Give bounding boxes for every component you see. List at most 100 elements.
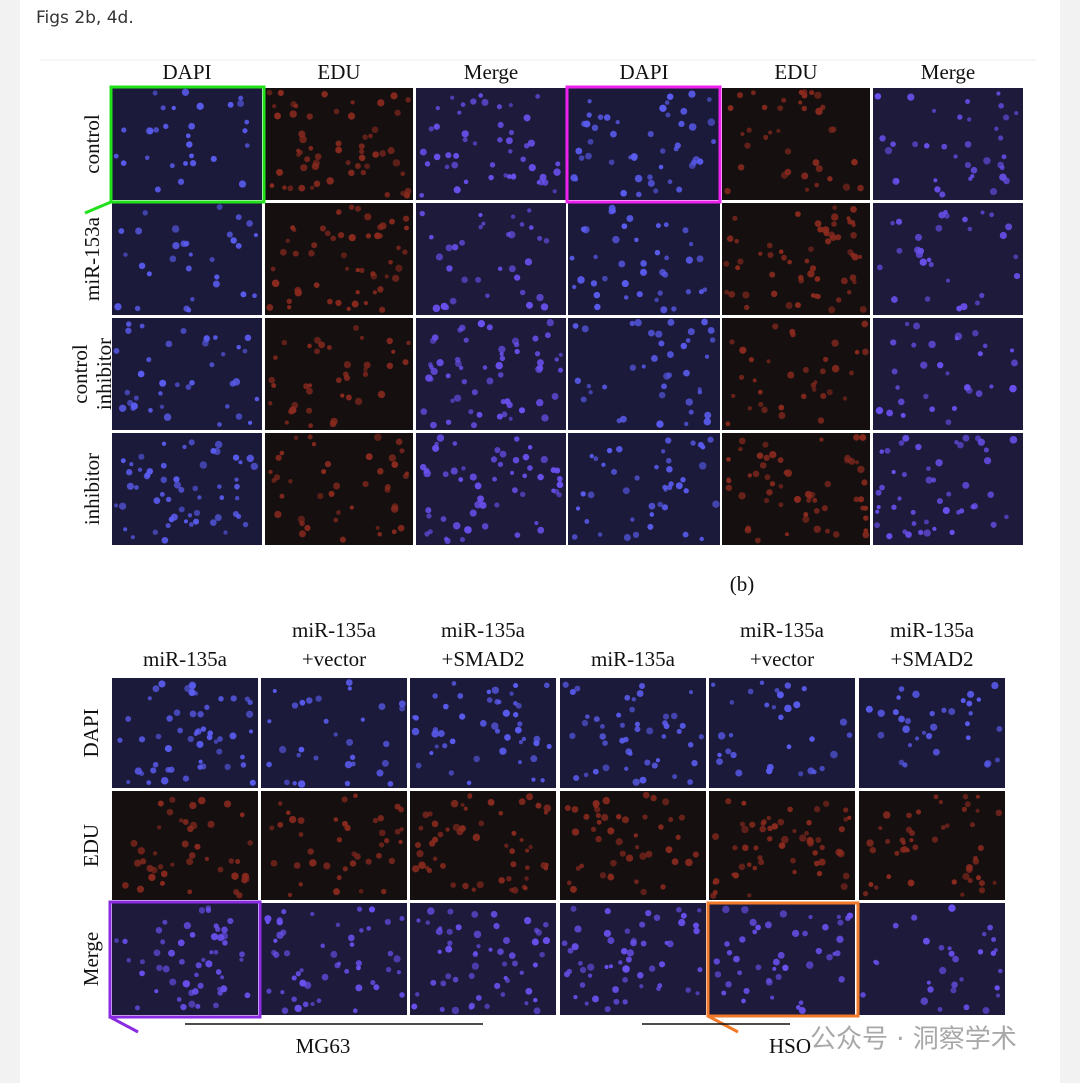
cell	[564, 804, 571, 812]
cell	[938, 211, 946, 219]
cell	[939, 191, 946, 198]
cell	[125, 321, 132, 327]
cell	[163, 123, 169, 130]
cell	[217, 422, 222, 427]
cell	[473, 930, 482, 939]
cell	[275, 454, 282, 461]
cell	[666, 372, 673, 378]
cell	[717, 752, 722, 758]
cell	[130, 405, 136, 412]
cell	[735, 769, 743, 777]
cell	[249, 779, 256, 786]
cell	[752, 470, 760, 478]
cell	[414, 841, 421, 849]
cell	[819, 368, 826, 375]
cell	[592, 995, 599, 1003]
cell	[992, 880, 997, 885]
cell	[321, 90, 328, 98]
cell	[975, 875, 982, 881]
cell	[309, 859, 317, 867]
cell	[394, 109, 401, 116]
cell	[155, 733, 162, 740]
cell	[978, 887, 986, 894]
cell	[450, 882, 457, 888]
cell	[726, 235, 734, 242]
cell	[666, 93, 674, 101]
cell	[510, 174, 517, 180]
cell	[227, 101, 234, 108]
cell	[310, 911, 315, 917]
cell	[517, 760, 522, 765]
cell	[446, 928, 453, 935]
cell	[273, 938, 278, 943]
cell	[946, 491, 952, 497]
cell	[536, 293, 544, 302]
cell	[964, 721, 970, 727]
micrograph	[265, 88, 413, 200]
cell	[250, 462, 258, 471]
cell	[725, 748, 732, 755]
cell	[925, 476, 933, 484]
cell	[160, 776, 169, 785]
cell	[798, 1000, 804, 1006]
cell	[268, 376, 275, 384]
cell	[439, 1006, 445, 1012]
cell	[555, 161, 561, 167]
cell	[901, 472, 907, 478]
cell	[238, 460, 243, 465]
cell	[630, 153, 638, 161]
cell	[246, 220, 253, 227]
cell	[626, 949, 634, 957]
cell	[499, 747, 507, 755]
cell	[879, 484, 885, 491]
cell	[459, 713, 466, 720]
cell	[345, 679, 353, 686]
cell	[657, 501, 663, 508]
cell	[805, 961, 814, 969]
cell	[631, 697, 637, 702]
cell	[575, 506, 581, 511]
cell	[527, 465, 533, 471]
cell	[761, 104, 768, 111]
cell	[815, 947, 823, 955]
cell	[239, 812, 245, 818]
cell	[954, 440, 959, 445]
cell	[829, 234, 837, 241]
cell	[932, 526, 937, 532]
cell	[531, 938, 539, 946]
cell	[915, 809, 922, 815]
cell	[436, 434, 445, 442]
cell	[442, 471, 449, 478]
cell	[640, 260, 647, 267]
cell	[923, 519, 929, 525]
cell	[737, 164, 745, 171]
cell	[273, 951, 280, 958]
cell	[494, 728, 501, 734]
cell	[685, 289, 692, 295]
cell	[859, 434, 867, 441]
cell	[289, 110, 297, 118]
cell	[728, 732, 734, 738]
cell	[468, 409, 474, 415]
cell	[801, 686, 807, 692]
cell	[775, 973, 782, 981]
cell	[271, 383, 277, 389]
column-header: miR-135a	[292, 618, 377, 642]
cell	[854, 349, 860, 355]
cell	[424, 865, 430, 871]
cell	[347, 686, 352, 691]
cell	[688, 90, 696, 98]
cell	[384, 274, 389, 279]
cell	[384, 484, 391, 491]
cell	[486, 377, 494, 385]
cell	[523, 114, 531, 122]
cell	[962, 481, 970, 489]
cell	[886, 409, 894, 417]
cell	[967, 117, 972, 122]
cell	[875, 509, 880, 514]
cell	[373, 984, 380, 991]
header-title: Figs 2b, 4d.	[36, 8, 134, 28]
cell	[907, 93, 915, 101]
cell	[377, 390, 386, 399]
cell	[813, 508, 820, 514]
